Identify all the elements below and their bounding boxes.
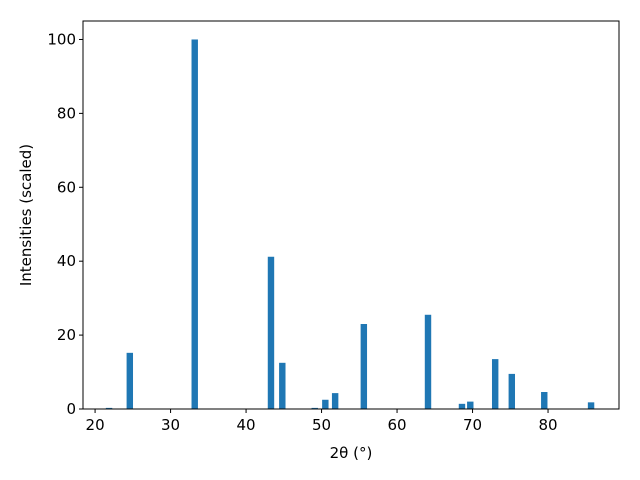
bar	[360, 324, 368, 409]
x-tick-label: 20	[86, 416, 105, 434]
bar	[191, 39, 198, 409]
bar	[331, 393, 339, 409]
x-tick-label: 30	[161, 416, 180, 434]
bar	[105, 407, 113, 409]
bar	[541, 392, 548, 409]
bar	[126, 352, 134, 409]
x-tick-label: 60	[388, 416, 407, 434]
plot-frame	[82, 20, 620, 410]
bar	[458, 403, 466, 409]
bar	[508, 373, 516, 409]
bar	[424, 314, 432, 409]
bar	[279, 362, 286, 409]
bar	[587, 402, 595, 409]
y-tick-label: 40	[57, 252, 76, 270]
bar	[467, 401, 474, 409]
y-tick-label: 60	[57, 178, 76, 196]
bar	[322, 399, 329, 409]
y-tick-label: 20	[57, 326, 76, 344]
x-tick-label: 40	[237, 416, 256, 434]
y-axis-label: Intensities (scaled)	[17, 144, 35, 286]
y-tick-label: 100	[47, 30, 76, 48]
x-tick-label: 50	[312, 416, 331, 434]
y-tick-label: 80	[57, 104, 76, 122]
x-axis-label: 2θ (°)	[330, 444, 373, 462]
bar	[311, 407, 318, 409]
bar	[491, 359, 499, 409]
bar	[267, 256, 275, 409]
x-tick-label: 80	[538, 416, 557, 434]
y-tick-label: 0	[66, 400, 76, 418]
x-tick-label: 70	[463, 416, 482, 434]
